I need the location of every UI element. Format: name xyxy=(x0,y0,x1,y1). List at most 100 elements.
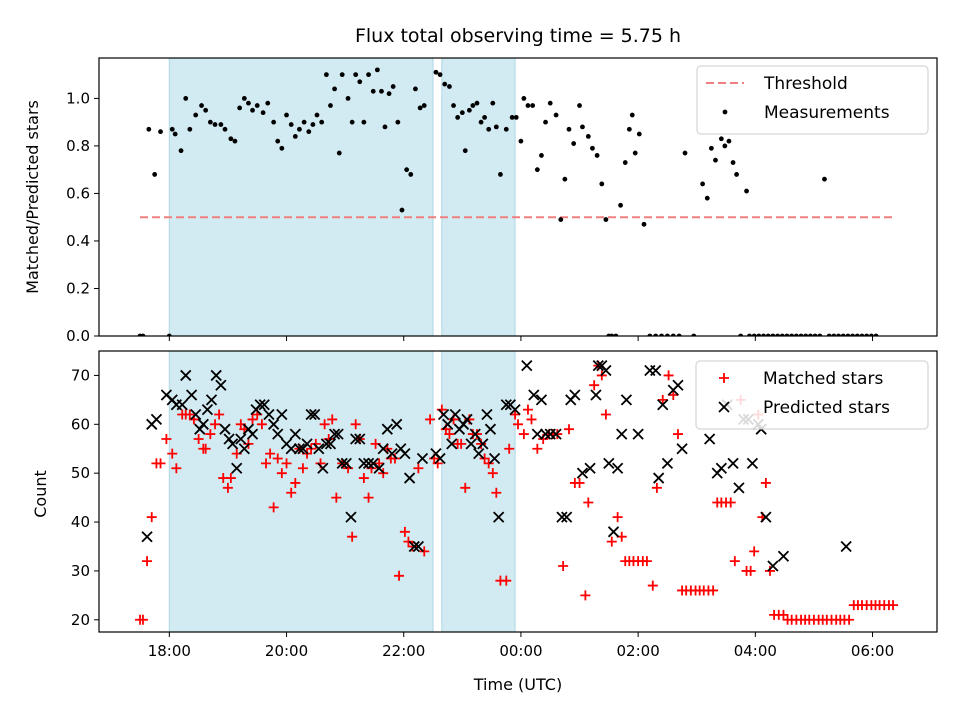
y-tick-label: 60 xyxy=(71,415,90,433)
data-point xyxy=(268,502,279,513)
data-point xyxy=(672,379,684,391)
data-point xyxy=(594,153,600,158)
data-point xyxy=(618,202,623,208)
data-point xyxy=(254,399,266,411)
data-point xyxy=(777,550,790,562)
data-point xyxy=(700,181,705,187)
data-point xyxy=(521,360,533,372)
data-point xyxy=(629,112,635,118)
data-point xyxy=(503,126,509,132)
data-point xyxy=(350,433,362,445)
data-point xyxy=(561,511,573,523)
data-point xyxy=(349,119,355,125)
data-point xyxy=(510,409,521,420)
data-point xyxy=(585,134,591,139)
legend-box xyxy=(695,360,929,430)
legend-box xyxy=(696,65,929,135)
data-point xyxy=(399,447,411,460)
legend-swatch-matched xyxy=(719,373,729,383)
data-point xyxy=(265,448,276,459)
data-point xyxy=(241,95,247,101)
data-point xyxy=(215,379,227,391)
data-point xyxy=(703,433,716,445)
data-point xyxy=(212,122,218,127)
data-point xyxy=(408,172,414,177)
data-point xyxy=(580,124,585,130)
data-point xyxy=(590,145,595,151)
data-point xyxy=(682,150,688,156)
data-point xyxy=(258,399,270,411)
data-point xyxy=(760,477,771,488)
data-point xyxy=(232,138,238,144)
data-point xyxy=(328,428,341,440)
data-point xyxy=(419,546,430,557)
data-point xyxy=(272,453,283,464)
data-point xyxy=(888,600,899,611)
data-point xyxy=(350,419,361,430)
data-point xyxy=(158,129,163,135)
legend-label: Matched stars xyxy=(763,369,883,389)
data-point xyxy=(301,119,307,125)
data-point xyxy=(455,115,461,120)
data-point xyxy=(558,561,569,572)
data-point xyxy=(301,438,313,450)
data-point xyxy=(353,72,359,78)
data-point xyxy=(250,107,255,113)
data-point xyxy=(345,95,351,101)
observing-window-2 xyxy=(441,57,516,337)
data-point xyxy=(437,408,450,421)
data-point xyxy=(727,457,739,470)
data-point xyxy=(498,172,503,177)
data-point xyxy=(590,389,602,401)
y-tick-label: 0.8 xyxy=(66,137,90,155)
data-point xyxy=(327,414,338,425)
data-point xyxy=(715,462,727,474)
data-point xyxy=(317,462,329,474)
data-point xyxy=(543,119,548,125)
data-point xyxy=(556,511,568,523)
data-point xyxy=(185,389,198,401)
data-point xyxy=(606,536,617,547)
y-tick-label: 0.0 xyxy=(66,327,90,345)
data-point xyxy=(361,119,367,125)
axes-frame xyxy=(98,57,938,337)
data-point xyxy=(297,126,302,132)
data-point xyxy=(657,394,668,405)
data-point xyxy=(386,447,398,460)
data-point xyxy=(433,69,439,75)
data-point xyxy=(219,423,231,435)
data-point xyxy=(525,103,531,108)
data-point xyxy=(228,136,234,142)
data-point xyxy=(530,103,536,108)
data-point xyxy=(730,160,736,165)
data-point xyxy=(764,565,775,576)
legend: Threshold Measurements xyxy=(696,65,929,135)
data-point xyxy=(358,457,370,470)
data-point xyxy=(238,443,250,455)
data-point xyxy=(146,126,152,132)
data-point xyxy=(718,136,724,142)
data-point xyxy=(222,482,233,493)
data-point xyxy=(381,423,393,435)
data-point xyxy=(347,531,358,542)
data-point xyxy=(297,463,308,474)
data-point xyxy=(470,103,476,108)
data-point xyxy=(589,380,600,391)
data-point xyxy=(663,370,674,381)
data-point xyxy=(152,172,158,177)
data-point xyxy=(471,429,482,440)
data-point xyxy=(651,482,662,493)
data-point xyxy=(447,84,452,89)
data-point xyxy=(155,458,166,469)
data-point xyxy=(518,138,524,144)
data-point xyxy=(620,394,633,406)
data-point xyxy=(205,394,218,406)
y-tick-label: 0.4 xyxy=(66,232,90,250)
y-tick-label: 40 xyxy=(71,513,90,531)
data-point xyxy=(451,103,456,108)
data-point xyxy=(235,433,247,445)
x-tick-label: 00:00 xyxy=(499,642,542,660)
data-point xyxy=(207,119,213,125)
data-point xyxy=(203,107,209,113)
data-point xyxy=(394,570,405,581)
